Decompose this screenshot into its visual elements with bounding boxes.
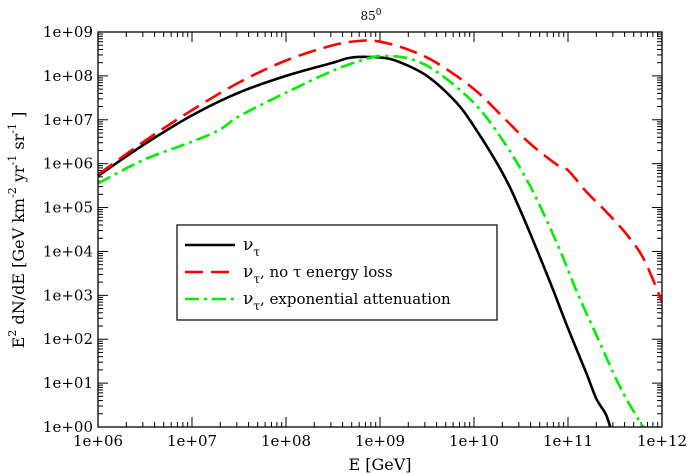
legend-label-text: , no τ energy loss — [260, 263, 393, 281]
x-axis-title: E [GeV] — [348, 455, 411, 474]
series-line-nu_tau_exponential_attenuation — [98, 54, 645, 427]
legend-label-symbol: ν — [243, 262, 253, 282]
legend-label-nu_tau_exponential_attenuation: ντ, exponential attenuation — [243, 289, 451, 313]
legend-label-subscript: τ — [253, 299, 260, 313]
legend-label-symbol: ν — [243, 289, 253, 309]
data-series-group — [98, 39, 662, 427]
chart-title: 850 — [360, 8, 381, 23]
y-tick-label: 1e+09 — [43, 23, 93, 41]
y-axis-title-superscript: -1 — [6, 123, 19, 134]
y-axis-title-part: E — [9, 337, 28, 349]
x-tick-label: 1e+09 — [355, 432, 405, 450]
x-tick-label: 1e+12 — [637, 432, 687, 450]
series-line-nu_tau — [98, 55, 612, 427]
legend-label-nu_tau: ντ — [243, 235, 260, 259]
legend-label-text: , exponential attenuation — [260, 290, 451, 308]
chart-title-superscript: 0 — [376, 8, 382, 18]
series-line-nu_tau_no_energy_loss — [98, 39, 662, 303]
legend-label-subscript: τ — [253, 272, 260, 286]
y-tick-label: 1e+05 — [43, 199, 93, 217]
axis-ticks — [97, 31, 663, 428]
x-tick-labels: 1e+06 1e+07 1e+08 1e+09 1e+10 1e+11 1e+12 — [73, 432, 687, 450]
y-tick-label: 1e+00 — [43, 418, 93, 436]
y-axis-title-superscript: -2 — [6, 187, 19, 198]
x-tick-label: 1e+10 — [449, 432, 499, 450]
y-axis-title-superscript: -1 — [6, 155, 19, 166]
y-axis-title-part: yr — [9, 165, 28, 187]
x-tick-label: 1e+08 — [261, 432, 311, 450]
legend-label-nu_tau_no_energy_loss: ντ, no τ energy loss — [243, 262, 393, 286]
y-axis-title-part: sr — [9, 133, 28, 154]
legend-label-subscript: τ — [253, 245, 260, 259]
y-axis-title-part: ] — [9, 112, 28, 123]
y-axis-title-part: dN/dE [GeV km — [9, 198, 28, 330]
y-axis-title: E2 dN/dE [GeV km-2 yr-1 sr-1 ] — [6, 112, 28, 349]
y-tick-label: 1e+06 — [43, 155, 93, 173]
y-tick-label: 1e+02 — [43, 330, 93, 348]
legend-box — [176, 224, 498, 321]
y-tick-label: 1e+01 — [43, 374, 93, 392]
y-tick-label: 1e+08 — [43, 67, 93, 85]
y-tick-label: 1e+04 — [43, 242, 93, 260]
y-tick-label: 1e+03 — [43, 286, 93, 304]
y-axis-title-superscript: 2 — [6, 330, 19, 337]
y-tick-labels: 1e+00 1e+01 1e+02 1e+03 1e+04 1e+05 1e+06 1e+07… — [43, 23, 93, 436]
y-tick-label: 1e+07 — [43, 111, 93, 129]
chart-title-base: 85 — [360, 9, 375, 23]
x-tick-label: 1e+07 — [167, 432, 217, 450]
plot-frame — [97, 31, 663, 428]
x-tick-label: 1e+06 — [73, 432, 123, 450]
legend-label-symbol: ν — [243, 235, 253, 255]
x-tick-label: 1e+11 — [543, 432, 593, 450]
